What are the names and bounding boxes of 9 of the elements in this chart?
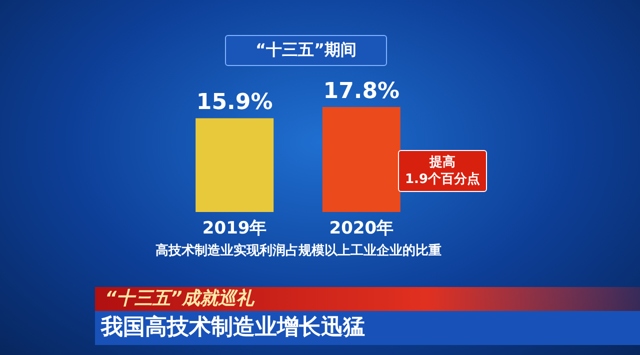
data-label: 17.8% (323, 79, 400, 104)
x-tick-label: 2019年 (202, 218, 267, 238)
x-axis-title: 高技术制造业实现利润占规模以上工业企业的比重 (156, 242, 442, 258)
data-label: 15.9% (196, 90, 273, 116)
text: 我国高技术制造业增长迅猛 (95, 311, 640, 345)
chart-title: “十三五”期间 (225, 35, 387, 66)
annotation: 提高 1.9个百分点 (398, 150, 488, 192)
text: “十三五”成就巡礼 (95, 287, 640, 311)
x-tick-label: 2020年 (329, 218, 394, 238)
